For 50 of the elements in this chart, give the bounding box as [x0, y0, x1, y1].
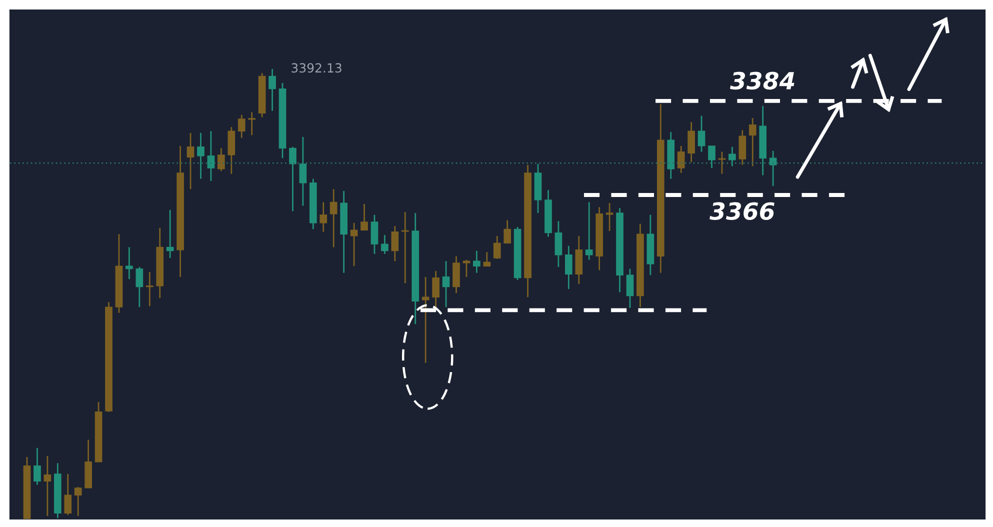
candlestick — [34, 447, 41, 486]
candlestick — [146, 271, 154, 307]
candlestick — [564, 245, 572, 290]
candlestick — [728, 146, 736, 167]
candlestick — [493, 235, 501, 260]
candlestick — [207, 130, 215, 182]
candlestick — [74, 486, 82, 517]
candlestick — [432, 270, 440, 310]
candlestick — [585, 202, 593, 260]
candlestick — [504, 220, 512, 244]
candlestick — [330, 188, 338, 248]
candlestick — [228, 126, 236, 175]
candlestick — [462, 259, 470, 278]
candlestick — [238, 114, 246, 139]
candlestick — [452, 256, 460, 294]
candlestick — [401, 211, 409, 284]
candlestick — [738, 130, 746, 166]
candlestick — [197, 132, 204, 180]
candlestick — [136, 266, 144, 308]
candlestick — [483, 251, 491, 267]
candlestick — [708, 145, 716, 169]
annotation: 3392.13 — [292, 63, 342, 73]
candlestick — [186, 132, 194, 190]
candlestick — [218, 148, 225, 172]
candlestick — [688, 121, 695, 163]
annotation: 3366 — [710, 202, 774, 220]
candlestick — [360, 203, 368, 231]
candlestick — [473, 250, 480, 274]
candlestick — [166, 209, 174, 259]
candlestick — [626, 268, 634, 309]
candlestick — [391, 225, 399, 262]
candlestick — [299, 136, 307, 206]
candlestick — [677, 145, 685, 174]
candlestick — [248, 112, 256, 136]
candlestick — [381, 234, 388, 255]
candlestick — [748, 117, 756, 167]
annotation: 3384 — [730, 72, 794, 90]
candlestick — [268, 68, 276, 112]
candlestick — [350, 222, 358, 267]
candlestick — [320, 202, 328, 233]
candlestick — [44, 455, 52, 517]
candlestick — [698, 115, 706, 152]
candlestick — [442, 260, 450, 308]
candlestick — [554, 220, 562, 268]
candlestick — [126, 246, 133, 280]
candlestick — [370, 214, 378, 255]
candlestick — [718, 151, 726, 175]
candlestick — [606, 202, 614, 232]
candlestick — [289, 146, 296, 212]
candlestick — [64, 473, 72, 516]
